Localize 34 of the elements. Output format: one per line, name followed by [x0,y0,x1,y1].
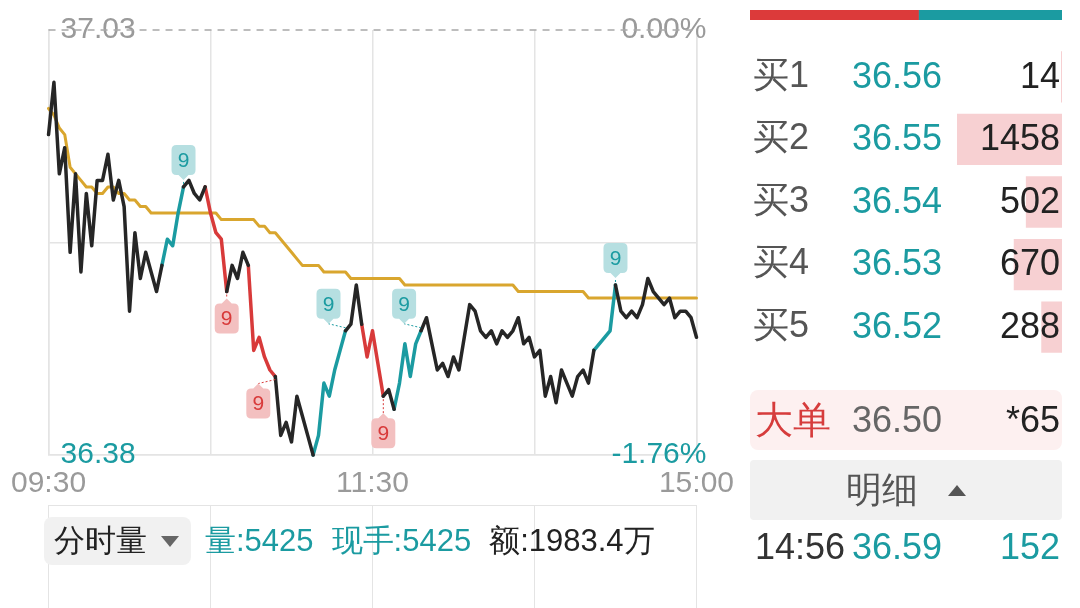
data-label: 502 [999,179,1060,221]
text: 36.53 [852,242,943,284]
details-tab: 明细 [750,460,1062,520]
text: 现手:5425 [331,522,472,560]
y-tick-label: 买1 [753,53,810,95]
text: 36.54 [852,179,943,221]
annotation: 9 [322,291,335,315]
text: 额:1983.4万 [489,522,655,560]
dropdown: 分时量 [44,517,191,565]
x-tick-label: 11:30 [336,465,409,499]
large-order-row: 大单 36.50 *65 [750,390,1062,450]
data-label: 670 [999,242,1060,284]
data-label: 1458 [979,117,1060,159]
annotation: 9 [398,291,410,315]
annotation: 9 [609,245,622,269]
y-tick-label: 买5 [753,304,810,346]
text: 36.52 [852,305,943,347]
text: 36.56 [852,54,943,96]
text: 量:5425 [205,522,314,560]
y2-tick-label: 0.00% [621,11,707,45]
annotation: 9 [252,391,265,415]
text: 36.59 [852,526,943,568]
data-label: 288 [999,305,1060,347]
y-tick-label: 买2 [753,116,810,158]
text: 36.55 [852,117,943,159]
annotation: 9 [177,147,190,171]
text: 152 [999,526,1060,568]
annotation: 9 [377,420,390,444]
y-tick-label: 买3 [753,178,810,220]
y-tick-label: 买4 [753,241,810,283]
annotation: 9 [220,306,233,330]
y-tick-label: 37.03 [60,11,136,45]
data-label: 14 [1019,54,1060,96]
text: 14:56 [755,526,846,568]
